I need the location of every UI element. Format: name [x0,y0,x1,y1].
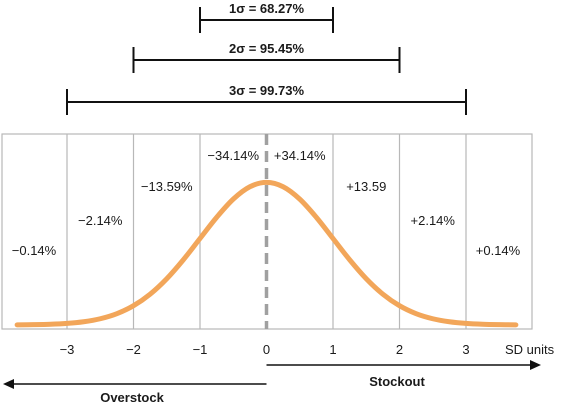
stockout-arrow-head [530,360,541,370]
sigma-range: 2σ = 95.45% [132,41,401,73]
sigma-range: 1σ = 68.27% [199,1,334,33]
band-labels: −0.14% −2.14% −13.59% −34.14% +34.14% +13.59 +… [12,148,521,258]
range-label: 3σ = 99.73% [229,83,304,98]
direction-arrows: Overstock Stockout [3,360,541,405]
overstock-arrow-head [3,379,14,389]
x-axis-label: SD units [505,342,555,357]
band-label: +34.14% [274,148,326,163]
band-label: +13.59 [346,179,386,194]
tick-label: 0 [263,342,270,357]
band-label: +0.14% [476,243,521,258]
curve-line [14,179,519,328]
sd-gridlines [66,134,467,329]
range-label: 1σ = 68.27% [229,1,304,16]
tick-label: 3 [462,342,469,357]
x-ticks: −3 −2 −1 0 1 2 3 [60,342,470,357]
band-label: −2.14% [78,213,123,228]
bell-curve [14,179,519,328]
band-label: −34.14% [207,148,259,163]
tick-label: −3 [60,342,75,357]
tick-label: −1 [193,342,208,357]
tick-label: −2 [126,342,141,357]
sigma-range: 3σ = 99.73% [66,83,467,115]
sigma-ranges: 1σ = 68.27% 2σ = 95.45% 3σ = 99.73% [66,1,467,115]
plot-frame [1,133,533,330]
overstock-label: Overstock [100,390,164,405]
band-label: −13.59% [141,179,193,194]
plot-border [1,133,533,330]
range-label: 2σ = 95.45% [229,41,304,56]
band-label: +2.14% [411,213,456,228]
tick-label: 1 [329,342,336,357]
tick-label: 2 [396,342,403,357]
stockout-label: Stockout [369,374,425,389]
band-label: −0.14% [12,243,57,258]
